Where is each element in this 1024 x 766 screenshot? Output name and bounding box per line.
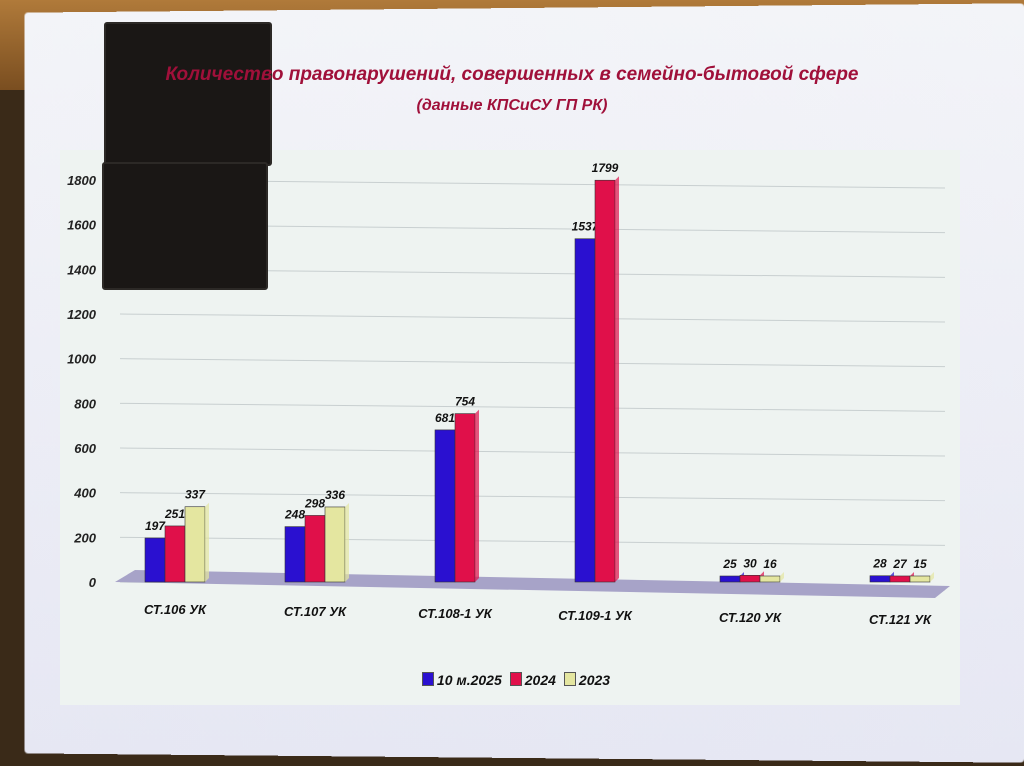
- x-tick-label: СТ.107 УК: [284, 604, 347, 619]
- data-label: 15: [913, 557, 927, 571]
- legend-swatch: [422, 672, 434, 686]
- data-label: 754: [455, 395, 475, 409]
- bar-side: [475, 410, 479, 582]
- bar: [305, 515, 325, 582]
- bar: [435, 430, 455, 582]
- y-tick-label: 400: [73, 486, 96, 501]
- legend-swatch: [510, 672, 522, 686]
- subtitle-text: (данные КПСиСУ ГП РК): [417, 97, 608, 114]
- bar-side: [345, 503, 349, 582]
- bar: [185, 507, 205, 582]
- bar: [455, 414, 475, 582]
- data-label: 336: [325, 488, 345, 502]
- data-label: 298: [304, 496, 325, 510]
- data-label: 337: [185, 488, 206, 502]
- data-label: 30: [743, 556, 757, 570]
- bar-side: [205, 503, 209, 582]
- legend: 10 м.2025 2024 2023: [0, 672, 1024, 688]
- y-tick-label: 1800: [67, 173, 97, 188]
- y-tick-label: 800: [74, 396, 96, 411]
- y-tick-label: 1200: [67, 307, 97, 322]
- data-label: 25: [722, 557, 737, 571]
- legend-swatch: [564, 672, 576, 686]
- x-tick-label: СТ.120 УК: [719, 610, 782, 625]
- speaker-lower: [102, 162, 268, 290]
- data-label: 28: [872, 557, 887, 571]
- y-tick-label: 1600: [67, 218, 97, 233]
- bar: [325, 507, 345, 582]
- bar: [165, 526, 185, 582]
- bar: [760, 576, 780, 582]
- y-tick-label: 1000: [67, 352, 97, 367]
- bar: [575, 239, 595, 582]
- data-label: 27: [892, 557, 908, 571]
- data-label: 197: [145, 519, 166, 533]
- bar: [870, 576, 890, 582]
- y-tick-label: 1400: [67, 262, 97, 277]
- chart-title: Количество правонарушений, совершенных в…: [0, 60, 1024, 121]
- x-tick-label: СТ.121 УК: [869, 612, 932, 627]
- data-label: 1799: [592, 161, 619, 175]
- legend-label: 2024: [525, 672, 556, 688]
- bar: [285, 527, 305, 582]
- x-tick-label: СТ.108-1 УК: [418, 606, 493, 621]
- data-label: 681: [435, 411, 455, 425]
- y-tick-label: 0: [89, 575, 97, 590]
- legend-label: 2023: [579, 672, 610, 688]
- data-label: 251: [164, 507, 185, 521]
- y-tick-label: 200: [73, 530, 96, 545]
- legend-label: 10 м.2025: [437, 672, 502, 688]
- x-tick-label: СТ.106 УК: [144, 602, 207, 617]
- bar: [890, 576, 910, 582]
- bar: [740, 575, 760, 582]
- title-text: Количество правонарушений, совершенных в…: [166, 64, 859, 85]
- data-label: 248: [284, 508, 305, 522]
- y-tick-label: 600: [74, 441, 96, 456]
- bar: [595, 180, 615, 582]
- data-label: 16: [763, 557, 777, 571]
- bar-side: [615, 176, 619, 582]
- x-tick-label: СТ.109-1 УК: [558, 608, 633, 623]
- bar: [720, 576, 740, 582]
- bar: [145, 538, 165, 582]
- bar: [910, 576, 930, 582]
